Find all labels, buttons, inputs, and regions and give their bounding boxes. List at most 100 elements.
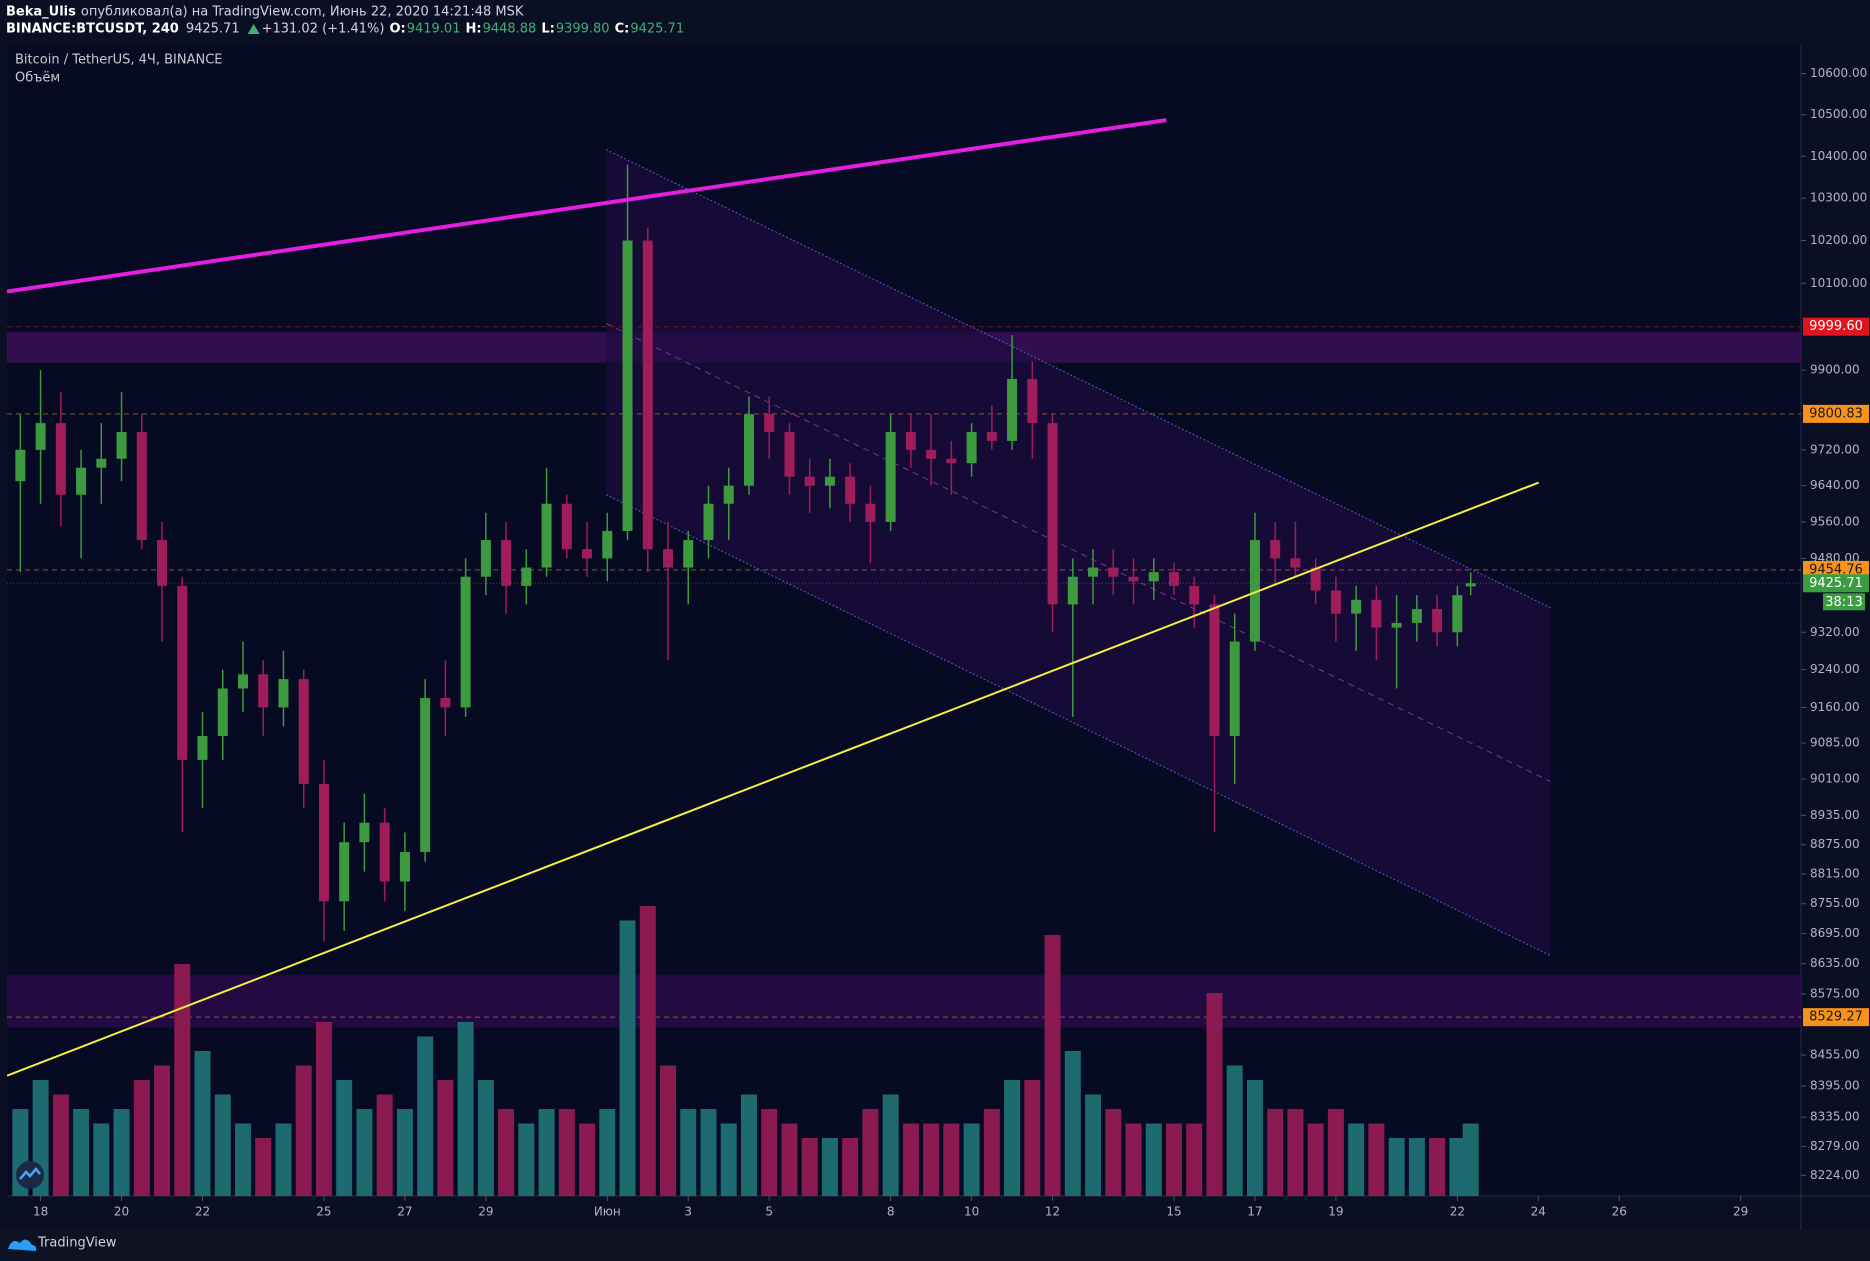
y-tick-label: 9640.00	[1810, 478, 1860, 492]
candle-body	[1027, 378, 1038, 424]
volume-bar	[275, 1123, 292, 1196]
candle-body	[663, 549, 674, 568]
volume-bar	[113, 1109, 130, 1196]
x-tick-label: 18	[33, 1205, 48, 1219]
trendline	[7, 481, 1540, 1077]
footer-brand: TradingView	[37, 1236, 117, 1251]
candle-body	[1351, 599, 1362, 614]
candle-body	[1088, 567, 1099, 577]
volume-bar	[1267, 1109, 1284, 1196]
volume-bar	[498, 1109, 515, 1196]
y-tick-label: 9320.00	[1810, 625, 1860, 639]
volume-bar	[1024, 1080, 1041, 1196]
y-tick-label: 10300.00	[1810, 191, 1867, 205]
candle-body	[541, 503, 552, 568]
volume-bar	[356, 1109, 373, 1196]
volume-bar	[1388, 1138, 1405, 1196]
author: Beka_Ulis	[6, 5, 76, 20]
volume-bar	[1408, 1138, 1425, 1196]
volume-label: Объём	[15, 71, 60, 86]
x-tick-label: 20	[114, 1205, 129, 1219]
y-tick-label: 10400.00	[1810, 149, 1867, 163]
y-tick-label: 9010.00	[1810, 772, 1860, 786]
candle-body	[1371, 599, 1382, 628]
channel-upper	[605, 149, 1551, 609]
ohlc-label: C:	[615, 22, 630, 37]
candle-body	[521, 567, 532, 586]
volume-bar	[1044, 935, 1061, 1196]
candle-body	[96, 458, 107, 468]
x-tick-label: 12	[1045, 1205, 1060, 1219]
footer-logo	[8, 1239, 37, 1251]
candle-body	[1330, 590, 1341, 614]
candle-body	[602, 530, 613, 559]
candle-body	[1007, 378, 1018, 441]
channel-lower	[605, 494, 1551, 957]
y-tick-label: 8935.00	[1810, 808, 1860, 822]
candle-body	[217, 688, 228, 736]
volume-bar	[518, 1123, 535, 1196]
volume-bar	[882, 1094, 899, 1196]
symbol: BINANCE:BTCUSDT, 240	[6, 22, 179, 37]
volume-bar	[639, 906, 656, 1196]
candle-body	[258, 674, 269, 708]
volume-bar	[1307, 1123, 1324, 1196]
price-label: 9999.60	[1809, 319, 1863, 334]
y-tick-label: 8875.00	[1810, 837, 1860, 851]
candle-body	[703, 503, 714, 541]
volume-bar	[477, 1080, 494, 1196]
countdown-bg	[1823, 593, 1865, 611]
candle-body	[1411, 609, 1422, 623]
volume-bar	[1226, 1065, 1243, 1196]
candle-body	[35, 423, 46, 450]
volume-bar	[295, 1065, 312, 1196]
y-tick-label: 8335.00	[1810, 1110, 1860, 1124]
candle-body	[1128, 576, 1139, 582]
candle-body	[298, 679, 309, 784]
y-tick-label: 9160.00	[1810, 700, 1860, 714]
volume-bar	[1462, 1123, 1479, 1196]
price-label: 9454.76	[1809, 562, 1863, 577]
ohlc-value: 9419.01	[407, 22, 461, 37]
candle-body	[440, 697, 451, 708]
volume-bar	[801, 1138, 818, 1196]
candle-body	[399, 851, 410, 882]
volume-bar	[1004, 1080, 1021, 1196]
countdown: 38:13	[1825, 595, 1862, 610]
candle-body	[480, 540, 491, 577]
ohlc-value: 9448.88	[483, 22, 537, 37]
x-tick-label: 25	[316, 1205, 331, 1219]
y-tick-label: 8815.00	[1810, 867, 1860, 881]
x-tick-label: 5	[765, 1205, 773, 1219]
price-label-bg	[1803, 404, 1869, 423]
candle-body	[743, 414, 754, 486]
y-tick-label: 10200.00	[1810, 233, 1867, 247]
x-tick-label: 29	[1733, 1205, 1748, 1219]
change-arrow	[247, 24, 260, 34]
y-tick-label: 8575.00	[1810, 986, 1860, 1000]
ohlc-value: 9425.71	[630, 22, 684, 37]
volume-bar	[1246, 1080, 1263, 1196]
candle-body	[561, 503, 572, 550]
candle-body	[15, 449, 26, 482]
volume-bar	[740, 1094, 757, 1196]
candle-body	[278, 679, 289, 708]
volume-bar	[1105, 1109, 1122, 1196]
x-tick-label: 10	[964, 1205, 979, 1219]
price-label: 9800.83	[1809, 406, 1863, 421]
candle-body	[1047, 423, 1058, 605]
x-tick-label: 8	[887, 1205, 895, 1219]
volume-bar	[1125, 1123, 1142, 1196]
volume-bar	[720, 1123, 737, 1196]
volume-bar	[417, 1036, 434, 1196]
candle-body	[177, 585, 188, 760]
chart-title: Bitcoin / TetherUS, 4Ч, BINANCE	[15, 53, 223, 68]
price-label: 9425.71	[1809, 576, 1863, 591]
candle-body	[1270, 540, 1281, 559]
candle-body	[420, 697, 431, 852]
x-tick-label: 26	[1612, 1205, 1627, 1219]
price-label-bg	[1803, 317, 1869, 336]
volume-bar	[255, 1138, 272, 1196]
candle-body	[1391, 622, 1402, 628]
